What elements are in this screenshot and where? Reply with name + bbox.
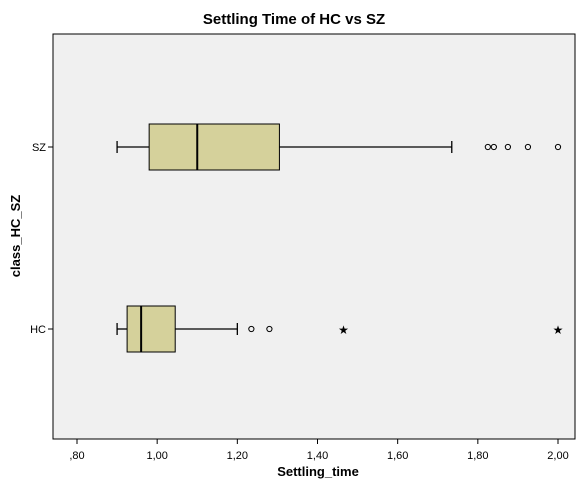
x-tick-label: 1,80 bbox=[467, 450, 488, 462]
extreme-point: ★ bbox=[553, 323, 564, 337]
box-hc: ★ ★ bbox=[116, 305, 564, 353]
x-tick-label: 2,00 bbox=[547, 450, 568, 462]
outlier-point bbox=[504, 143, 511, 151]
x-axis-title: Settling_time bbox=[277, 464, 359, 479]
iqr-box bbox=[148, 123, 280, 171]
y-tick-label: SZ bbox=[32, 142, 46, 154]
boxes: ★ ★ bbox=[116, 123, 564, 353]
y-axis: SZ HC bbox=[30, 142, 53, 336]
plot-area bbox=[52, 33, 576, 440]
y-axis-title: class_HC_SZ bbox=[8, 195, 23, 277]
y-tick-label: HC bbox=[30, 324, 46, 336]
x-axis: ,80 1,00 1,20 1,40 1,60 1,80 2,00 bbox=[69, 439, 569, 462]
iqr-box bbox=[126, 305, 176, 353]
chart-title: Settling Time of HC vs SZ bbox=[203, 11, 385, 28]
x-tick-label: 1,60 bbox=[387, 450, 408, 462]
x-tick-label: 1,00 bbox=[146, 450, 167, 462]
x-tick-label: 1,20 bbox=[227, 450, 248, 462]
outlier-point bbox=[248, 325, 255, 333]
outlier-point bbox=[490, 143, 497, 151]
box-sz bbox=[116, 123, 562, 171]
x-tick-label: 1,40 bbox=[307, 450, 328, 462]
outlier-point bbox=[554, 143, 562, 151]
outlier-point bbox=[484, 143, 491, 151]
outlier-point bbox=[266, 325, 273, 333]
outlier-point bbox=[524, 143, 532, 151]
x-tick-label: ,80 bbox=[69, 450, 84, 462]
extreme-point: ★ bbox=[338, 323, 349, 337]
